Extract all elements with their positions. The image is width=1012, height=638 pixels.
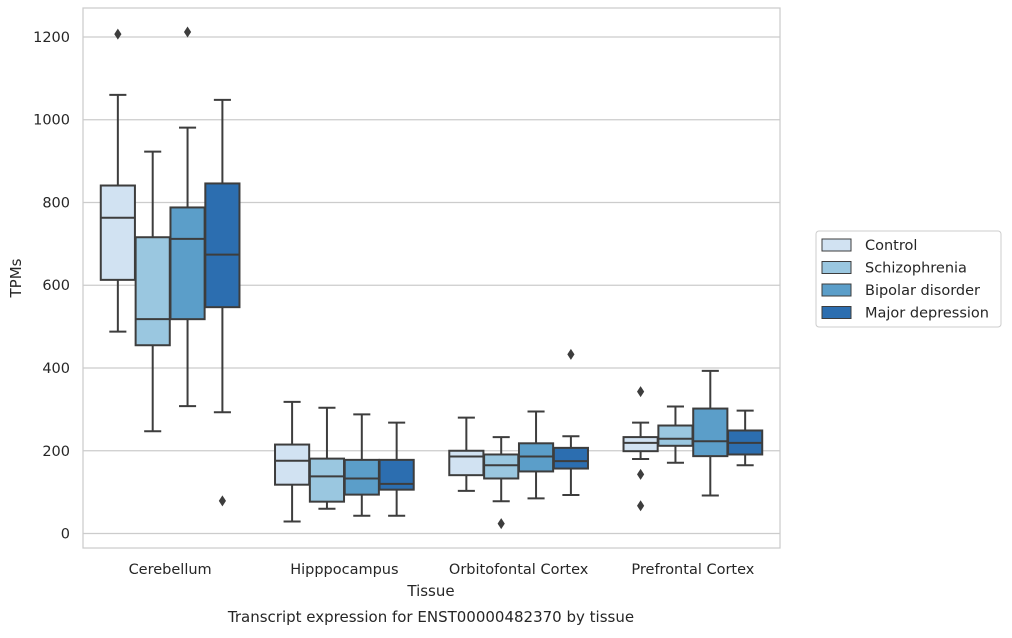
box-1-series-2: [134, 150, 171, 433]
box-iqr: [99, 184, 136, 281]
box-2-series-2: [308, 406, 346, 510]
box-2-series-4: [378, 421, 415, 517]
box-iqr: [274, 443, 311, 486]
box-iqr: [448, 449, 485, 477]
box-3-series-4: [552, 348, 589, 497]
x-tick-label-1: Cerebellum: [129, 562, 212, 578]
legend-swatch: [821, 238, 852, 252]
outlier-point-1: [497, 518, 505, 530]
outlier-point-1: [183, 26, 192, 38]
legend-label: Control: [865, 238, 917, 254]
box-1-series-1: [99, 28, 136, 333]
legend-swatch: [821, 306, 852, 319]
x-tick-label-3: Orbitofontal Cortex: [449, 562, 589, 578]
outlier-point-1: [637, 386, 645, 398]
legend: Control Schizophrenia Bipolar disorder Majo…: [815, 230, 1002, 328]
box-iqr: [692, 407, 729, 458]
outlier-point-1: [218, 495, 226, 507]
outlier-point-2: [637, 468, 645, 480]
legend-entry-3: Bipolar disorder: [821, 283, 980, 299]
box-iqr: [308, 457, 346, 503]
plot-frame: [82, 7, 781, 549]
y-tick-label-1000: 1000: [33, 113, 70, 129]
legend-entry-2: Schizophrenia: [821, 261, 967, 277]
y-tick-label-600: 600: [42, 278, 70, 294]
y-tick-label-0: 0: [61, 527, 70, 543]
box-iqr: [343, 458, 380, 496]
legend-entry-4: Major depression: [821, 306, 989, 322]
box-iqr: [622, 436, 659, 453]
box-iqr: [204, 182, 241, 309]
box-4-series-2: [657, 405, 694, 464]
legend-swatch: [821, 283, 852, 297]
legend-label: Bipolar disorder: [865, 283, 980, 299]
box-2-series-3: [343, 413, 380, 517]
box-3-series-2: [483, 436, 520, 530]
box-3-series-3: [517, 410, 555, 500]
legend-label: Major depression: [865, 306, 989, 322]
legend-swatch: [821, 261, 852, 274]
x-tick-label-4: Prefrontal Cortex: [631, 562, 754, 578]
legend-items: Control Schizophrenia Bipolar disorder Majo…: [821, 238, 989, 322]
box-iqr: [169, 206, 206, 321]
outlier-point-1: [114, 28, 122, 40]
y-tick-label-400: 400: [42, 361, 70, 377]
box-4-series-3: [692, 369, 729, 497]
box-iqr: [552, 446, 589, 470]
box-iqr: [134, 236, 171, 347]
box-1-series-4: [204, 98, 241, 507]
box-4-series-1: [622, 386, 659, 512]
x-tick-labels: Cerebellum Hipppocampus Orbitofontal Corte…: [129, 562, 755, 578]
box-2-series-1: [274, 400, 311, 523]
outlier-point-3: [637, 500, 645, 512]
legend-frame: [815, 230, 1002, 328]
y-tick-labels: 0 200 400 600 800 1000 1200: [33, 30, 70, 543]
box-1-series-3: [169, 26, 206, 408]
box-iqr: [483, 453, 520, 480]
box-iqr: [378, 458, 415, 491]
x-tick-label-2: Hipppocampus: [290, 562, 398, 578]
legend-label: Schizophrenia: [865, 261, 967, 277]
box-4-series-4: [727, 409, 764, 467]
legend-entry-1: Control: [821, 238, 917, 254]
y-tick-label-200: 200: [42, 444, 70, 460]
x-axis-label: Tissue: [406, 582, 454, 600]
box-iqr: [657, 424, 694, 447]
chart-caption: Transcript expression for ENST0000048237…: [227, 608, 634, 626]
outlier-point-1: [567, 348, 575, 360]
y-axis-label: TPMs: [7, 258, 25, 298]
y-tick-label-800: 800: [42, 195, 70, 211]
box-layer: [99, 26, 764, 530]
box-3-series-1: [448, 416, 485, 492]
y-tick-label-1200: 1200: [33, 30, 70, 46]
